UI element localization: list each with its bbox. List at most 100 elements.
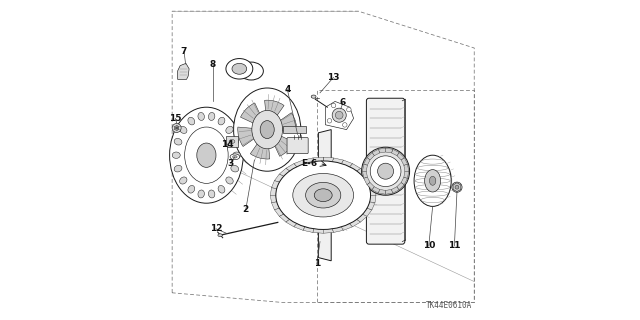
Polygon shape [286, 164, 297, 171]
Polygon shape [319, 130, 332, 261]
Polygon shape [378, 148, 385, 153]
Ellipse shape [414, 155, 451, 206]
Ellipse shape [180, 126, 187, 133]
Polygon shape [372, 187, 380, 193]
Text: 12: 12 [210, 224, 222, 233]
Text: 14: 14 [221, 140, 234, 149]
Polygon shape [363, 208, 372, 216]
Text: 10: 10 [422, 241, 435, 250]
Polygon shape [271, 181, 280, 188]
Wedge shape [280, 113, 296, 132]
Polygon shape [279, 168, 290, 176]
Ellipse shape [231, 165, 239, 172]
Polygon shape [271, 202, 280, 210]
FancyBboxPatch shape [226, 136, 239, 147]
Ellipse shape [172, 152, 180, 158]
Polygon shape [362, 164, 367, 171]
Polygon shape [363, 174, 372, 182]
Polygon shape [275, 208, 284, 216]
Ellipse shape [174, 165, 182, 172]
Text: 13: 13 [327, 73, 340, 82]
Polygon shape [313, 157, 323, 162]
Polygon shape [275, 174, 284, 182]
Ellipse shape [229, 140, 235, 143]
Polygon shape [401, 158, 408, 165]
Ellipse shape [370, 156, 401, 187]
Polygon shape [401, 177, 408, 185]
Polygon shape [367, 202, 375, 210]
Ellipse shape [314, 189, 332, 202]
Ellipse shape [232, 152, 241, 158]
Wedge shape [238, 127, 255, 147]
Polygon shape [294, 224, 305, 230]
Circle shape [347, 108, 351, 112]
Ellipse shape [218, 234, 223, 237]
Text: 8: 8 [210, 60, 216, 68]
Polygon shape [326, 101, 354, 130]
Polygon shape [378, 189, 385, 194]
Ellipse shape [233, 156, 237, 158]
Polygon shape [332, 227, 344, 233]
Polygon shape [279, 214, 290, 222]
Polygon shape [349, 219, 360, 227]
Polygon shape [303, 158, 314, 164]
Polygon shape [392, 187, 399, 193]
Ellipse shape [170, 107, 243, 203]
Ellipse shape [311, 95, 316, 98]
Ellipse shape [226, 126, 233, 133]
Polygon shape [283, 126, 306, 133]
Ellipse shape [198, 190, 204, 198]
Polygon shape [370, 195, 376, 203]
Text: 15: 15 [169, 114, 182, 123]
Ellipse shape [252, 110, 283, 149]
Polygon shape [270, 188, 276, 195]
Polygon shape [385, 148, 393, 153]
FancyBboxPatch shape [366, 98, 404, 244]
Polygon shape [323, 157, 333, 162]
Ellipse shape [378, 163, 394, 179]
Ellipse shape [332, 108, 346, 122]
Polygon shape [313, 229, 323, 233]
Polygon shape [332, 158, 344, 164]
Text: 2: 2 [243, 205, 249, 214]
Ellipse shape [306, 182, 341, 208]
Ellipse shape [230, 154, 240, 160]
Circle shape [455, 185, 459, 189]
Ellipse shape [226, 177, 233, 184]
Ellipse shape [197, 143, 216, 167]
Polygon shape [404, 164, 409, 171]
Circle shape [327, 118, 332, 123]
Ellipse shape [184, 127, 228, 183]
Ellipse shape [231, 139, 239, 145]
Text: 4: 4 [284, 85, 291, 94]
Polygon shape [356, 214, 367, 222]
Ellipse shape [239, 62, 264, 80]
Ellipse shape [362, 147, 410, 195]
Ellipse shape [232, 63, 247, 74]
Ellipse shape [452, 182, 462, 192]
Circle shape [374, 178, 379, 182]
Text: E-6: E-6 [301, 159, 317, 168]
Polygon shape [392, 149, 399, 156]
Text: 6: 6 [340, 98, 346, 107]
Polygon shape [404, 171, 409, 178]
Ellipse shape [335, 111, 343, 119]
Circle shape [392, 160, 397, 164]
Polygon shape [364, 177, 370, 185]
Polygon shape [294, 160, 305, 167]
Polygon shape [397, 153, 404, 160]
Ellipse shape [429, 176, 436, 185]
Polygon shape [270, 195, 276, 203]
Polygon shape [453, 183, 461, 192]
Ellipse shape [198, 112, 204, 120]
Ellipse shape [255, 114, 279, 145]
Circle shape [374, 160, 379, 164]
Polygon shape [367, 153, 374, 160]
Ellipse shape [218, 186, 225, 193]
Polygon shape [303, 227, 314, 233]
Ellipse shape [188, 186, 195, 193]
Ellipse shape [209, 112, 215, 120]
Text: 11: 11 [448, 241, 461, 250]
Circle shape [392, 178, 397, 182]
Polygon shape [356, 168, 367, 176]
